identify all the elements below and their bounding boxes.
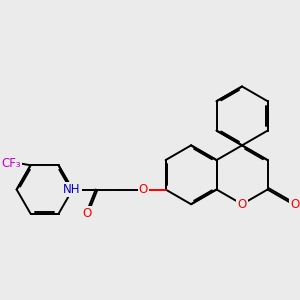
Text: O: O [139, 183, 148, 196]
Text: O: O [290, 198, 299, 211]
Text: O: O [83, 207, 92, 220]
Text: CF₃: CF₃ [1, 157, 21, 170]
Text: NH: NH [63, 183, 81, 196]
Text: O: O [237, 198, 247, 211]
